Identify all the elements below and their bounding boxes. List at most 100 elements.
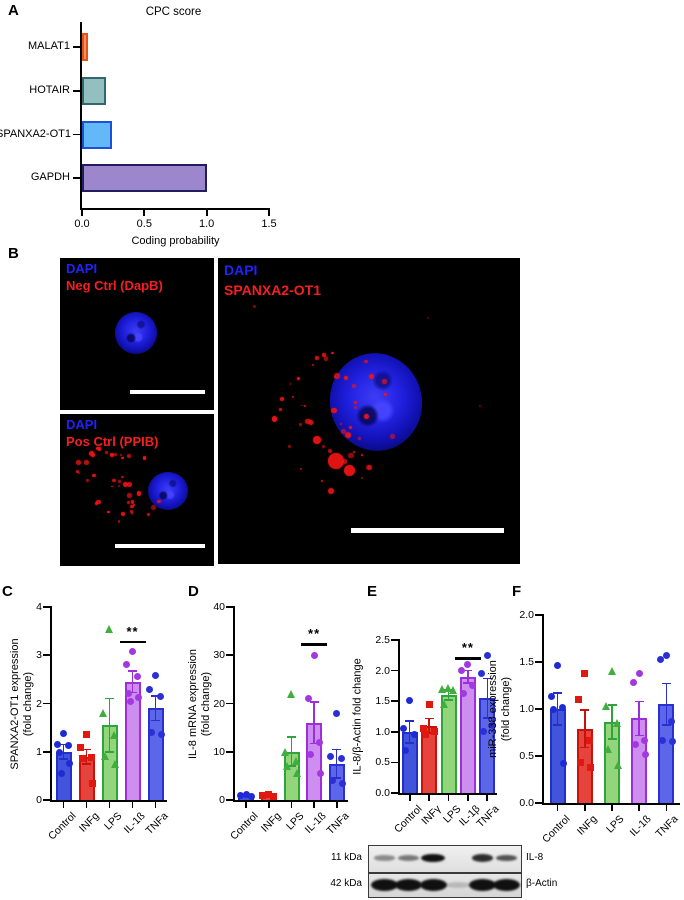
error-bar-cap (287, 736, 296, 739)
tick-label: 0.5 (136, 218, 152, 230)
bar-GAPDH (82, 164, 207, 193)
data-point (283, 762, 291, 771)
axis-tick (73, 89, 82, 92)
error-bar (428, 718, 430, 734)
axis-tick (335, 800, 338, 808)
probe-label: Neg Ctrl (DapB) (66, 278, 163, 293)
tick-label: 2 (36, 697, 42, 710)
significance-label: ** (461, 640, 474, 656)
y-axis-label: IL-8/β-Actin fold change (351, 658, 364, 775)
error-bar (556, 693, 559, 725)
error-bar-cap (482, 716, 492, 719)
data-point (667, 717, 675, 725)
data-point (406, 697, 414, 705)
data-point (83, 731, 90, 739)
data-point (259, 792, 267, 800)
blot-strip-il8 (368, 845, 522, 873)
blot-band (493, 879, 520, 891)
tick-label: 4 (36, 601, 42, 613)
data-point (554, 662, 562, 670)
tick-label: 2.5 (375, 634, 390, 646)
bar-LPS (440, 695, 457, 793)
category-label: SPANXA2-OT1 (0, 127, 71, 140)
data-point (315, 738, 323, 746)
scale-bar (130, 390, 205, 394)
tick-label: 0.5 (375, 756, 390, 769)
error-bar (313, 702, 315, 744)
probe-label: SPANXA2-OT1 (224, 282, 321, 298)
data-point (123, 661, 130, 669)
significance-label: ** (308, 626, 321, 642)
error-bar-cap (105, 697, 114, 700)
blot-band (373, 855, 395, 861)
data-point (152, 672, 159, 680)
blot-band (395, 879, 422, 891)
axis-tick (535, 708, 544, 710)
axis-tick (154, 800, 157, 808)
tick-label: 20 (213, 697, 225, 710)
axis-tick (535, 661, 544, 663)
axis-tick (73, 177, 82, 180)
data-point (587, 763, 595, 771)
data-point (460, 690, 468, 698)
axis-tick (268, 800, 270, 808)
panel-b-label: B (8, 245, 19, 262)
data-point (656, 655, 664, 663)
nucleus (320, 344, 432, 460)
plot-area: 0.0 0.5 1.0 1.5 2.0 Control INFg LPS IL-1ß TNFa (519, 609, 680, 845)
error-bar (665, 683, 668, 725)
error-bar-cap (634, 700, 644, 703)
axis-tick (391, 669, 400, 672)
error-bar-cap (82, 763, 91, 765)
error-bar-cap (128, 670, 137, 672)
data-point (111, 759, 119, 768)
axis-tick (467, 793, 469, 801)
tick-label: 30 (213, 649, 225, 662)
data-point (464, 660, 472, 668)
bar-MALAT1 (82, 33, 89, 61)
bar-SPANXA2-OT1 (82, 120, 112, 149)
data-point (458, 667, 466, 675)
data-point (316, 769, 324, 777)
error-bar-cap (607, 704, 617, 707)
data-point (281, 747, 289, 756)
data-point (548, 693, 556, 701)
data-point (411, 731, 419, 739)
axis-tick (205, 208, 208, 216)
axis-tick (73, 133, 82, 136)
error-bar (335, 749, 338, 779)
error-bar-cap (82, 748, 91, 751)
tick-label: 0 (36, 794, 42, 806)
data-point (469, 682, 477, 690)
panel-f-label: F (512, 583, 522, 600)
data-point (146, 685, 153, 693)
data-point (635, 669, 643, 677)
data-point (603, 745, 612, 754)
error-bar (85, 749, 88, 764)
data-point (270, 793, 278, 801)
y-axis-label: IL-8 mRNA expression (fold change) (187, 648, 212, 759)
axis-tick (556, 803, 559, 811)
axis-tick (391, 730, 400, 733)
protein-label-il8: IL-8 (526, 852, 544, 863)
axis-tick (226, 799, 235, 801)
error-bar (611, 705, 613, 740)
data-point (559, 703, 567, 711)
axis-tick (290, 800, 293, 808)
error-bar (154, 696, 157, 721)
error-bar-cap (59, 758, 68, 760)
tick-label: 2.0 (375, 664, 390, 677)
data-point (79, 755, 86, 763)
error-bar (290, 737, 293, 767)
data-point (613, 761, 622, 770)
axis-tick (535, 614, 544, 616)
data-point (449, 686, 457, 695)
axis-tick (85, 800, 88, 808)
data-point (607, 667, 616, 676)
spanxa2-ot1-expression-chart: 0 1 2 3 4 Control INFg LPS IL-1ß TNFa ** (36, 601, 170, 870)
data-point (483, 651, 491, 659)
data-point (327, 753, 335, 761)
axis-tick (535, 802, 544, 804)
data-point (438, 684, 446, 693)
